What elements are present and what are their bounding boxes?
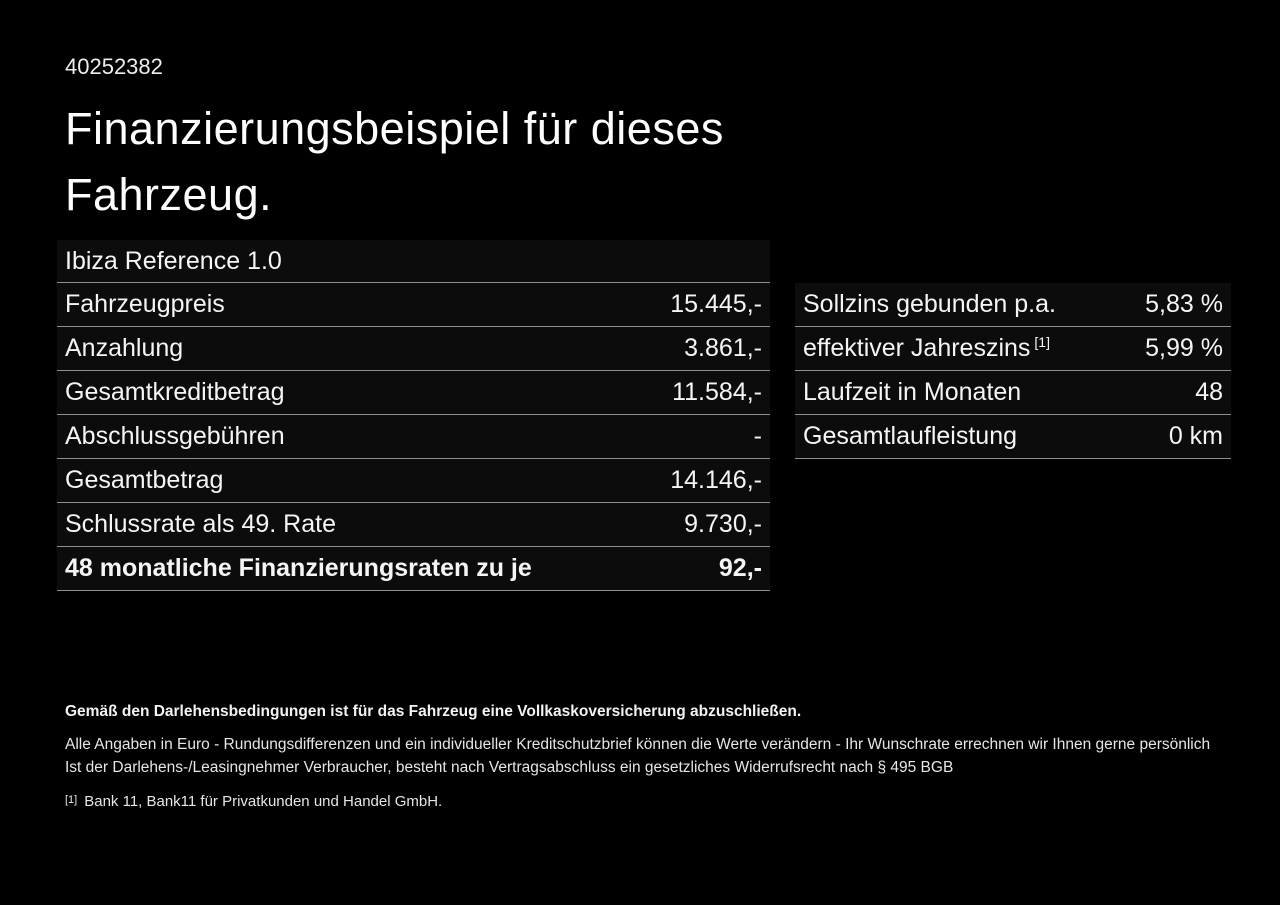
- table-row: Gesamtlaufleistung 0 km: [795, 415, 1231, 459]
- footnote-bank11: [1] Bank 11, Bank11 für Privatkunden und …: [65, 793, 1280, 810]
- table-row: effektiver Jahreszins [1] 5,99 %: [795, 327, 1231, 371]
- model-name: Ibiza Reference 1.0: [57, 240, 770, 283]
- table-row: Fahrzeugpreis 15.445,-: [57, 283, 770, 327]
- financing-sheet: 40252382 Finanzierungsbeispiel für diese…: [57, 54, 1280, 810]
- row-label: Fahrzeugpreis: [65, 290, 225, 318]
- footnote-reference: [1]: [1034, 334, 1050, 350]
- row-label: Gesamtkreditbetrag: [65, 378, 285, 406]
- table-row: Anzahlung 3.861,-: [57, 327, 770, 371]
- row-label: Gesamtlaufleistung: [803, 422, 1018, 450]
- row-label: Laufzeit in Monaten: [803, 378, 1022, 406]
- row-value: 92,-: [718, 554, 762, 582]
- row-value: -: [753, 422, 762, 450]
- row-label: Sollzins gebunden p.a.: [803, 290, 1056, 318]
- row-value: 5,99 %: [1145, 334, 1223, 362]
- page-title-line1: Finanzierungsbeispiel für dieses: [65, 103, 724, 154]
- table-row: Gesamtkreditbetrag 11.584,-: [57, 371, 770, 415]
- table-row: Laufzeit in Monaten 48: [795, 371, 1231, 415]
- row-value: 5,83 %: [1145, 290, 1223, 318]
- row-label-text: effektiver Jahreszins: [803, 334, 1031, 362]
- conditions-table: Sollzins gebunden p.a. 5,83 % effektiver…: [795, 283, 1231, 591]
- row-value: 0 km: [1168, 422, 1223, 450]
- row-label: effektiver Jahreszins [1]: [803, 334, 1050, 363]
- footnote-text: Bank 11, Bank11 für Privatkunden und Han…: [84, 793, 443, 810]
- offer-id: 40252382: [65, 54, 163, 79]
- row-label: Anzahlung: [65, 334, 184, 362]
- page-title-line2: Fahrzeug.: [65, 169, 273, 220]
- row-value: 9.730,-: [684, 510, 762, 538]
- table-row: Schlussrate als 49. Rate 9.730,-: [57, 503, 770, 547]
- table-row-monthly-rate: 48 monatliche Finanzierungsraten zu je 9…: [57, 547, 770, 591]
- disclaimer-line1: Alle Angaben in Euro - Rundungsdifferenz…: [65, 736, 1211, 753]
- row-value: 15.445,-: [670, 290, 762, 318]
- table-row: Sollzins gebunden p.a. 5,83 %: [795, 283, 1231, 327]
- row-value: 48: [1195, 378, 1223, 406]
- row-value: 11.584,-: [672, 378, 762, 406]
- finance-table: Ibiza Reference 1.0 Fahrzeugpreis 15.445…: [57, 240, 770, 591]
- row-label: 48 monatliche Finanzierungsraten zu je: [65, 554, 532, 582]
- table-row: Gesamtbetrag 14.146,-: [57, 459, 770, 503]
- row-label: Abschlussgebühren: [65, 422, 285, 450]
- row-value: 14.146,-: [670, 466, 762, 494]
- row-label: Schlussrate als 49. Rate: [65, 510, 336, 538]
- insurance-note: Gemäß den Darlehensbedingungen ist für d…: [65, 703, 802, 720]
- page-title: Finanzierungsbeispiel für dieses Fahrzeug…: [65, 96, 1280, 228]
- footnote-marker: [1]: [65, 794, 78, 806]
- legal-footer: Gemäß den Darlehensbedingungen ist für d…: [65, 703, 1280, 810]
- disclaimer-line2: Ist der Darlehens-/Leasingnehmer Verbrau…: [65, 759, 954, 776]
- table-row: Abschlussgebühren -: [57, 415, 770, 459]
- row-label: Gesamtbetrag: [65, 466, 224, 494]
- row-value: 3.861,-: [684, 334, 762, 362]
- tables-container: Ibiza Reference 1.0 Fahrzeugpreis 15.445…: [57, 240, 1280, 591]
